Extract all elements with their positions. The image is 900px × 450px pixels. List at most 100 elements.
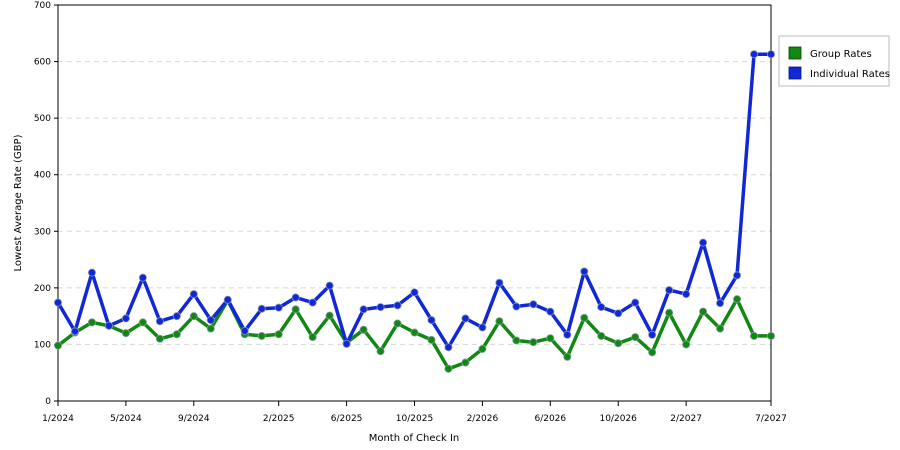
data-point-individual (359, 305, 368, 314)
y-tick-label: 500 (34, 114, 51, 124)
data-point-individual (597, 303, 606, 312)
data-point-individual (291, 293, 300, 302)
data-point-individual (767, 50, 776, 59)
data-point-group (359, 325, 368, 334)
data-point-group (767, 331, 776, 340)
data-point-individual (478, 323, 487, 332)
y-tick-label: 700 (34, 1, 51, 11)
x-tick-label: 5/2024 (110, 414, 142, 424)
x-tick-label: 10/2025 (396, 414, 433, 424)
data-point-group (716, 324, 725, 333)
data-point-group (87, 318, 96, 327)
data-point-group (291, 305, 300, 314)
y-tick-label: 300 (34, 227, 51, 237)
data-point-individual (393, 301, 402, 310)
data-point-group (580, 313, 589, 322)
data-point-group (682, 340, 691, 349)
data-point-group (631, 333, 640, 342)
series-layer (54, 50, 776, 373)
data-point-group (189, 312, 198, 321)
data-point-group (138, 318, 147, 327)
data-point-group (665, 308, 674, 317)
data-point-individual (274, 303, 283, 312)
data-point-individual (138, 273, 147, 282)
data-point-individual (427, 316, 436, 325)
plot-area-frame (57, 4, 772, 402)
data-point-individual (750, 50, 759, 59)
x-tick-label: 6/2025 (331, 414, 363, 424)
data-point-individual (495, 278, 504, 287)
data-point-group (172, 330, 181, 339)
x-tick-label: 1/2024 (42, 414, 74, 424)
data-point-group (54, 341, 63, 350)
data-point-individual (70, 327, 79, 336)
series-line-individual (56, 52, 771, 350)
gridlines (58, 61, 771, 345)
data-point-individual (257, 304, 266, 313)
y-tick-label: 200 (34, 284, 51, 294)
data-point-group (733, 295, 742, 304)
x-tick-label: 10/2026 (600, 414, 638, 424)
data-point-individual (529, 300, 538, 309)
data-point-group (699, 307, 708, 316)
x-axis-ticks: 1/2024 5/2024 9/2024 2/2025 6/2025 10/2025 2/2… (42, 401, 787, 424)
legend-label-group: Group Rates (810, 49, 872, 60)
data-point-individual (614, 309, 623, 318)
data-point-individual (733, 271, 742, 280)
data-point-individual (461, 314, 470, 323)
data-point-individual (648, 330, 657, 339)
data-point-group (478, 344, 487, 353)
data-point-individual (87, 268, 96, 277)
x-tick-label: 2/2025 (263, 414, 295, 424)
data-point-group (257, 331, 266, 340)
legend-swatch-group (788, 46, 802, 60)
data-point-group (563, 352, 572, 361)
data-point-group (648, 348, 657, 357)
data-point-group (325, 311, 334, 320)
data-point-group (546, 334, 555, 343)
data-point-individual (189, 290, 198, 299)
y-axis-title: Lowest Average Rate (GBP) (13, 134, 24, 271)
data-point-individual (580, 267, 589, 276)
data-point-individual (308, 298, 317, 307)
data-point-group (495, 317, 504, 326)
data-point-individual (444, 343, 453, 352)
legend: Group Rates Individual Rates (778, 35, 890, 87)
y-tick-label: 600 (34, 58, 51, 68)
data-point-group (529, 338, 538, 347)
data-point-individual (325, 281, 334, 290)
data-point-group (410, 328, 419, 337)
x-tick-label: 7/2027 (755, 414, 787, 424)
data-point-individual (172, 312, 181, 321)
data-point-group (308, 333, 317, 342)
data-point-group (274, 330, 283, 339)
data-point-individual (376, 303, 385, 312)
data-point-individual (682, 290, 691, 299)
data-point-group (121, 329, 130, 338)
y-axis-ticks: 0 100 200 300 400 500 600 700 (34, 1, 58, 407)
legend-label-individual: Individual Rates (810, 69, 890, 80)
y-tick-label: 400 (34, 171, 51, 181)
legend-swatch-individual (788, 66, 802, 80)
data-point-individual (206, 316, 215, 325)
x-tick-label: 6/2026 (534, 414, 566, 424)
data-point-individual (342, 339, 351, 348)
data-point-individual (631, 298, 640, 307)
data-point-group (461, 358, 470, 367)
data-point-group (444, 364, 453, 373)
x-axis-title: Month of Check In (369, 433, 460, 444)
data-point-group (155, 334, 164, 343)
data-point-group (597, 331, 606, 340)
x-tick-label: 2/2027 (670, 414, 702, 424)
data-point-individual (240, 326, 249, 335)
data-point-individual (223, 295, 232, 304)
data-point-individual (546, 307, 555, 316)
y-tick-label: 100 (34, 340, 51, 350)
data-point-group (614, 339, 623, 348)
x-tick-label: 2/2026 (467, 414, 499, 424)
data-point-group (206, 324, 215, 333)
data-point-group (427, 335, 436, 344)
x-tick-label: 9/2024 (178, 414, 210, 424)
data-point-individual (410, 288, 419, 297)
